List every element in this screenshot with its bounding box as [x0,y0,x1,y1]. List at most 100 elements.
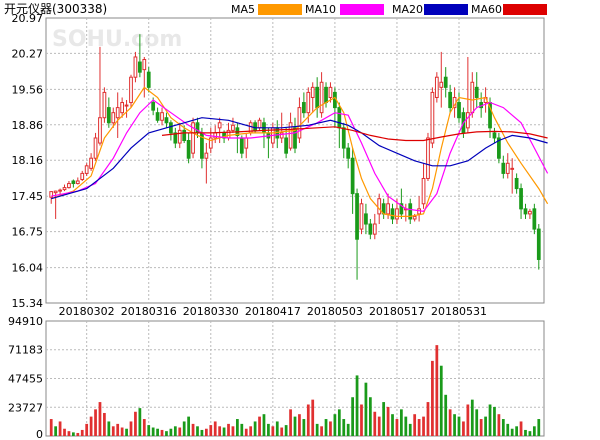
price-tick-label: 18.86 [12,119,44,132]
volume-bar [262,414,266,436]
price-tick-label: 18.16 [12,154,44,167]
candle-body [75,180,80,185]
candle-body [497,137,501,159]
candle-body [532,208,537,230]
candle-body [399,203,404,215]
volume-bar [275,421,279,436]
volume-bar [147,425,151,436]
volume-bar [204,428,208,436]
volume-bar [444,394,448,436]
candle-body [53,190,58,194]
candle-body [191,122,195,154]
volume-tick-label: 71183 [8,344,43,357]
candle-body [67,183,71,189]
volume-bar [187,416,190,436]
volume-bar [519,421,523,436]
candle-body [505,162,510,174]
candle-body [368,223,373,235]
volume-bar [306,404,310,436]
volume-bar [373,411,377,436]
ma-line-ma10 [51,99,549,213]
volume-bar [120,427,124,436]
candle-body [239,137,244,154]
candle-body [510,167,515,170]
candle-body [71,180,76,185]
candle-body [84,165,89,174]
candle-body [129,76,133,104]
candle-body [226,129,231,139]
date-tick-label: 20180531 [431,305,487,318]
candle-body [470,81,475,114]
candle-body [169,122,173,134]
price-tick-label: 16.75 [12,226,44,239]
date-tick-label: 20180330 [183,305,239,318]
candle-body [146,71,151,88]
candle-body [395,208,399,220]
candle-body [49,191,54,198]
candle-body [328,86,333,98]
candle-body [204,152,209,159]
price-tick-label: 15.34 [12,297,44,310]
candle-body [62,187,67,191]
candle-body [528,210,532,215]
volume-bar [417,419,421,436]
volume-bars [49,345,541,436]
legend-label-ma10: MA10 [305,3,336,16]
legend-label-ma60: MA60 [471,3,502,16]
candle-body [359,203,364,230]
candle-body [310,86,315,98]
volume-bar [337,409,341,436]
volume-bar [196,426,199,436]
volume-bar [222,427,226,436]
volume-bar [129,421,133,436]
candle-body [377,198,382,215]
candle-body [448,91,453,109]
volume-bar [67,431,71,436]
volume-bar [488,404,492,436]
candle-body [434,76,439,98]
volume-bar [169,428,173,436]
candle-body [501,162,506,174]
volume-tick-label: 47455 [8,373,43,386]
candle-body [120,102,125,114]
candle-body [288,122,293,149]
date-tick-label: 20180316 [121,305,177,318]
volume-bar [364,382,368,436]
date-tick-label: 20180302 [59,305,115,318]
candle-body [98,117,102,144]
candle-body [208,137,213,149]
volume-bar [125,428,128,436]
chart-title: 开元仪器(300338) [4,2,107,16]
legend-label-ma20: MA20 [392,3,423,16]
candle-body [124,104,129,107]
volume-bar [298,414,301,436]
candle-body [301,102,306,114]
date-tick-label: 20180503 [307,305,363,318]
volume-bar [408,423,412,436]
candle-body [217,122,222,129]
volume-tick-label: 94910 [8,315,43,328]
volume-bar [484,416,487,436]
volume-bar [524,429,527,436]
volume-bar [346,423,350,436]
candle-body [346,147,351,159]
volume-bar [435,345,439,436]
candle-body [355,193,359,240]
volume-bar [515,426,518,436]
volume-bar [231,426,235,436]
price-tick-label: 16.04 [12,262,44,275]
watermark: SOHU.com [52,27,182,52]
volume-bar [510,428,514,436]
ma-line-ma5 [51,86,549,217]
volume-bar [244,428,248,436]
candle-body [430,91,435,144]
volume-bar [209,425,213,436]
ma-line-ma60 [161,126,548,142]
volume-bar [76,432,80,436]
legend-swatch-ma10 [340,4,384,15]
candle-body [439,81,444,88]
candle-body [186,140,191,159]
candle-body [244,137,249,149]
volume-bar [72,432,75,436]
volume-bar [156,428,159,436]
